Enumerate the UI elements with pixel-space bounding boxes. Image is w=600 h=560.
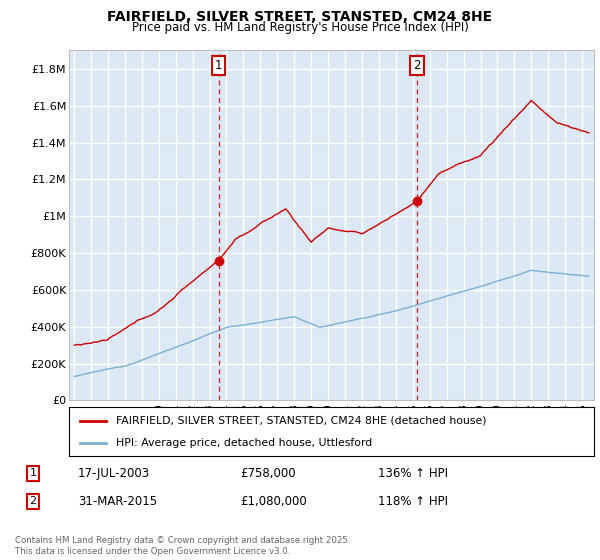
Text: 2: 2 [29,496,37,506]
Text: FAIRFIELD, SILVER STREET, STANSTED, CM24 8HE (detached house): FAIRFIELD, SILVER STREET, STANSTED, CM24… [116,416,487,426]
Text: 136% ↑ HPI: 136% ↑ HPI [378,466,448,480]
Text: Contains HM Land Registry data © Crown copyright and database right 2025.
This d: Contains HM Land Registry data © Crown c… [15,536,350,556]
Text: 1: 1 [215,59,223,72]
Text: £758,000: £758,000 [240,466,296,480]
Text: 118% ↑ HPI: 118% ↑ HPI [378,494,448,508]
Text: 2: 2 [413,59,421,72]
Text: 1: 1 [29,468,37,478]
Text: FAIRFIELD, SILVER STREET, STANSTED, CM24 8HE: FAIRFIELD, SILVER STREET, STANSTED, CM24… [107,10,493,24]
Text: HPI: Average price, detached house, Uttlesford: HPI: Average price, detached house, Uttl… [116,437,373,447]
Text: 17-JUL-2003: 17-JUL-2003 [78,466,150,480]
Text: Price paid vs. HM Land Registry's House Price Index (HPI): Price paid vs. HM Land Registry's House … [131,21,469,34]
Text: £1,080,000: £1,080,000 [240,494,307,508]
Text: 31-MAR-2015: 31-MAR-2015 [78,494,157,508]
